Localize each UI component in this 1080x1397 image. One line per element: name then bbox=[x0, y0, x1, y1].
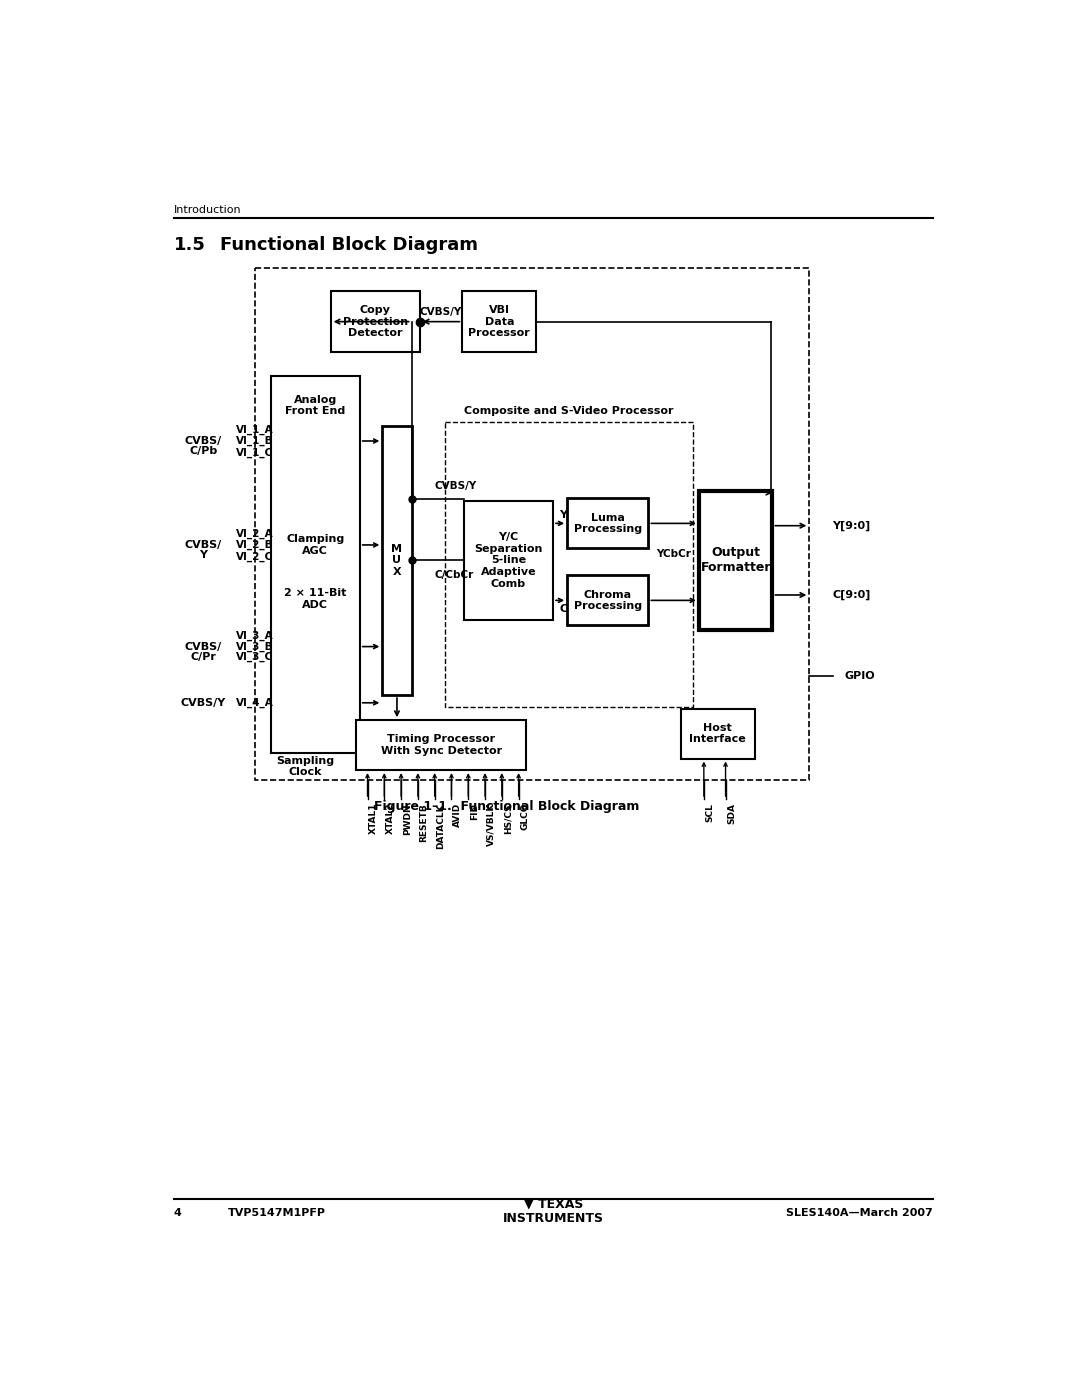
Text: Copy
Protection
Detector: Copy Protection Detector bbox=[342, 305, 408, 338]
Text: CVBS/Y: CVBS/Y bbox=[180, 697, 226, 708]
Text: VI_4_A: VI_4_A bbox=[235, 697, 273, 708]
Text: Y: Y bbox=[199, 550, 207, 560]
Text: SDA: SDA bbox=[727, 803, 737, 824]
Text: 2 × 11-Bit
ADC: 2 × 11-Bit ADC bbox=[284, 588, 347, 609]
Text: Clamping
AGC: Clamping AGC bbox=[286, 534, 345, 556]
Text: SLES140A—March 2007: SLES140A—March 2007 bbox=[786, 1208, 933, 1218]
Text: HS/CS: HS/CS bbox=[503, 803, 512, 834]
Text: AVID: AVID bbox=[453, 803, 462, 827]
Text: Y: Y bbox=[559, 510, 567, 520]
Text: VI_1_A: VI_1_A bbox=[235, 425, 273, 434]
Text: CVBS/: CVBS/ bbox=[185, 641, 221, 651]
Bar bbox=[255, 268, 809, 780]
Text: 1.5: 1.5 bbox=[174, 236, 205, 254]
Text: SCL: SCL bbox=[705, 803, 714, 821]
Text: C/Pb: C/Pb bbox=[189, 446, 217, 455]
Text: XTAL2: XTAL2 bbox=[386, 803, 395, 834]
Text: Functional Block Diagram: Functional Block Diagram bbox=[220, 236, 478, 254]
Text: RESETB: RESETB bbox=[419, 803, 429, 841]
Text: VS/VBLK: VS/VBLK bbox=[487, 803, 496, 847]
Text: 4: 4 bbox=[174, 1208, 181, 1218]
Text: VI_3_C: VI_3_C bbox=[235, 652, 273, 662]
Text: XTAL1: XTAL1 bbox=[369, 803, 378, 834]
Text: TVP5147M1PFP: TVP5147M1PFP bbox=[228, 1208, 326, 1218]
Text: VBI
Data
Processor: VBI Data Processor bbox=[469, 305, 530, 338]
Text: VI_2_C: VI_2_C bbox=[235, 552, 273, 562]
Text: C/CbCr: C/CbCr bbox=[435, 570, 474, 580]
Text: Figure 1–1.  Functional Block Diagram: Figure 1–1. Functional Block Diagram bbox=[375, 800, 639, 813]
Text: VI_3_A: VI_3_A bbox=[235, 630, 273, 641]
Text: ▼ TEXAS
INSTRUMENTS: ▼ TEXAS INSTRUMENTS bbox=[503, 1197, 604, 1225]
Bar bbox=[356, 719, 526, 770]
Text: VI_2_B: VI_2_B bbox=[235, 539, 273, 550]
Text: VI_1_C: VI_1_C bbox=[235, 447, 273, 458]
Text: Host
Interface: Host Interface bbox=[689, 722, 746, 745]
Text: GPIO: GPIO bbox=[845, 671, 875, 680]
Bar bbox=[462, 291, 536, 352]
Text: C[9:0]: C[9:0] bbox=[833, 590, 870, 601]
Text: M
U
X: M U X bbox=[391, 543, 403, 577]
Text: Chroma
Processing: Chroma Processing bbox=[573, 590, 642, 610]
Text: Y[9:0]: Y[9:0] bbox=[833, 521, 870, 531]
Text: VI_1_B: VI_1_B bbox=[235, 436, 273, 446]
Text: DATACLK: DATACLK bbox=[436, 803, 445, 848]
Text: Analog
Front End: Analog Front End bbox=[285, 395, 346, 416]
Bar bbox=[330, 291, 420, 352]
Text: CVBS/: CVBS/ bbox=[185, 539, 221, 550]
Text: C/Pr: C/Pr bbox=[190, 651, 216, 662]
Text: CVBS/Y: CVBS/Y bbox=[435, 481, 477, 490]
Bar bbox=[382, 426, 411, 696]
Text: PWDN: PWDN bbox=[403, 803, 411, 834]
Text: CVBS/: CVBS/ bbox=[185, 436, 221, 446]
Text: YCbCr: YCbCr bbox=[657, 549, 691, 559]
Bar bbox=[699, 490, 772, 630]
Bar bbox=[445, 422, 693, 707]
Bar bbox=[567, 576, 648, 626]
Text: Luma
Processing: Luma Processing bbox=[573, 513, 642, 534]
Bar bbox=[567, 499, 648, 549]
Text: VI_2_A: VI_2_A bbox=[235, 528, 273, 538]
Text: CVBS/Y: CVBS/Y bbox=[420, 307, 462, 317]
Text: Output
Formatter: Output Formatter bbox=[700, 546, 771, 574]
Text: Sampling
Clock: Sampling Clock bbox=[276, 756, 335, 778]
Text: GLCO: GLCO bbox=[521, 803, 529, 830]
Bar bbox=[271, 376, 360, 753]
Text: Composite and S-Video Processor: Composite and S-Video Processor bbox=[464, 405, 674, 415]
Text: C: C bbox=[559, 605, 567, 615]
Text: Y/C
Separation
5-line
Adaptive
Comb: Y/C Separation 5-line Adaptive Comb bbox=[474, 532, 543, 588]
Text: Introduction: Introduction bbox=[174, 205, 241, 215]
Text: Timing Processor
With Sync Detector: Timing Processor With Sync Detector bbox=[380, 735, 502, 756]
Bar bbox=[464, 500, 553, 620]
Text: FID: FID bbox=[470, 803, 478, 820]
Text: VI_3_B: VI_3_B bbox=[235, 641, 273, 652]
Bar bbox=[681, 708, 755, 759]
